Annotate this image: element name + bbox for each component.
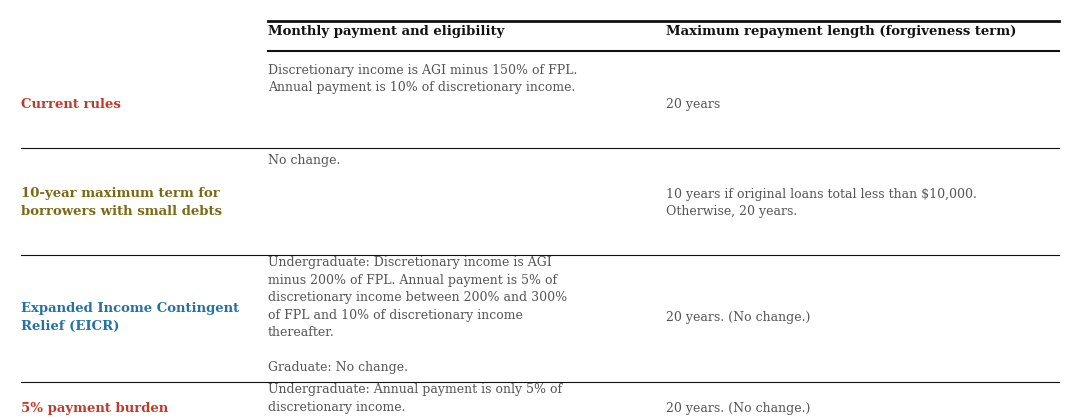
Text: No change.: No change.: [268, 154, 340, 167]
Text: 20 years. (No change.): 20 years. (No change.): [666, 311, 810, 324]
Text: 20 years: 20 years: [666, 98, 720, 111]
Text: Expanded Income Contingent
Relief (EICR): Expanded Income Contingent Relief (EICR): [21, 302, 240, 333]
Text: Discretionary income is AGI minus 150% of FPL.
Annual payment is 10% of discreti: Discretionary income is AGI minus 150% o…: [268, 64, 577, 94]
Text: Maximum repayment length (forgiveness term): Maximum repayment length (forgiveness te…: [666, 25, 1016, 38]
Text: 10-year maximum term for
borrowers with small debts: 10-year maximum term for borrowers with …: [21, 187, 223, 218]
Text: Undergraduate: Annual payment is only 5% of
discretionary income.

Graduate: No : Undergraduate: Annual payment is only 5%…: [268, 383, 562, 418]
Text: 5% payment burden: 5% payment burden: [21, 402, 168, 415]
Text: 20 years. (No change.): 20 years. (No change.): [666, 402, 810, 415]
Text: 10 years if original loans total less than $10,000.
Otherwise, 20 years.: 10 years if original loans total less th…: [666, 188, 977, 218]
Text: Undergraduate: Discretionary income is AGI
minus 200% of FPL. Annual payment is : Undergraduate: Discretionary income is A…: [268, 256, 567, 374]
Text: Current rules: Current rules: [21, 98, 121, 111]
Text: Monthly payment and eligibility: Monthly payment and eligibility: [268, 25, 504, 38]
